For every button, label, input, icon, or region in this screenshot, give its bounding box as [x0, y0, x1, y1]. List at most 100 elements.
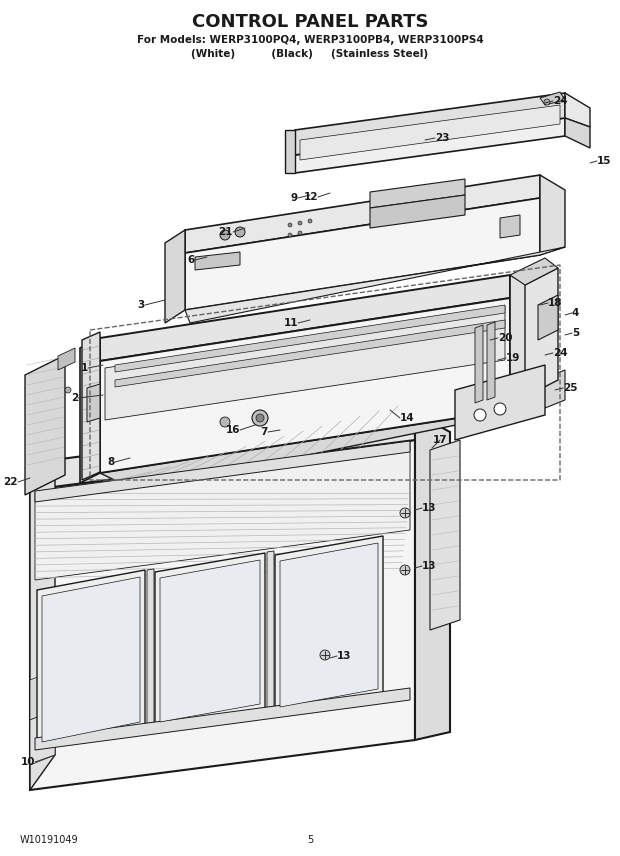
Polygon shape	[475, 325, 483, 403]
Text: 18: 18	[548, 298, 562, 308]
Polygon shape	[285, 130, 295, 173]
Polygon shape	[538, 295, 558, 340]
Text: CONTROL PANEL PARTS: CONTROL PANEL PARTS	[192, 13, 428, 31]
Polygon shape	[415, 413, 450, 740]
Text: 15: 15	[597, 156, 611, 166]
Polygon shape	[160, 560, 260, 722]
Text: 24: 24	[553, 348, 568, 358]
Circle shape	[400, 508, 410, 518]
Text: 11: 11	[283, 318, 298, 328]
Circle shape	[65, 387, 71, 393]
Polygon shape	[195, 252, 240, 270]
Circle shape	[298, 221, 302, 225]
Polygon shape	[487, 322, 495, 400]
Circle shape	[220, 417, 230, 427]
Circle shape	[256, 414, 264, 422]
Text: 8: 8	[108, 457, 115, 467]
Circle shape	[235, 227, 245, 237]
Polygon shape	[430, 440, 460, 630]
Polygon shape	[35, 441, 410, 502]
Polygon shape	[525, 268, 558, 397]
Circle shape	[288, 223, 292, 227]
Text: For Models: WERP3100PQ4, WERP3100PB4, WERP3100PS4: For Models: WERP3100PQ4, WERP3100PB4, WE…	[136, 35, 484, 45]
Circle shape	[252, 410, 268, 426]
Polygon shape	[510, 275, 545, 410]
Polygon shape	[300, 105, 560, 160]
Text: 22: 22	[4, 477, 18, 487]
Polygon shape	[275, 536, 383, 713]
Text: 25: 25	[563, 383, 577, 393]
Text: 13: 13	[422, 503, 436, 513]
Text: 20: 20	[498, 333, 513, 343]
Polygon shape	[30, 413, 415, 490]
Circle shape	[220, 230, 230, 240]
Text: 13: 13	[337, 651, 352, 661]
Polygon shape	[540, 92, 565, 105]
Circle shape	[320, 650, 330, 660]
Polygon shape	[295, 93, 565, 155]
Text: (White)          (Black)     (Stainless Steel): (White) (Black) (Stainless Steel)	[192, 49, 428, 59]
Circle shape	[400, 565, 410, 575]
Text: 16: 16	[226, 425, 240, 435]
Text: 12: 12	[304, 192, 318, 202]
Text: 7: 7	[260, 427, 268, 437]
Text: 6: 6	[188, 255, 195, 265]
Text: 14: 14	[400, 413, 415, 423]
Polygon shape	[105, 306, 505, 420]
Text: 3: 3	[138, 300, 145, 310]
Text: 21: 21	[218, 227, 233, 237]
Polygon shape	[500, 215, 520, 238]
Polygon shape	[155, 553, 265, 729]
Polygon shape	[295, 118, 565, 173]
Text: 5: 5	[572, 328, 579, 338]
Circle shape	[298, 231, 302, 235]
Text: W10191049: W10191049	[20, 835, 79, 845]
Polygon shape	[25, 355, 65, 495]
Polygon shape	[30, 452, 55, 790]
Polygon shape	[147, 569, 154, 730]
Polygon shape	[185, 247, 565, 323]
Text: 13: 13	[422, 561, 436, 571]
Polygon shape	[115, 305, 505, 372]
Circle shape	[308, 219, 312, 223]
Text: 2: 2	[71, 393, 78, 403]
Polygon shape	[510, 258, 558, 285]
Polygon shape	[280, 543, 378, 707]
Circle shape	[494, 403, 506, 415]
Text: 1: 1	[81, 363, 88, 373]
Text: 24: 24	[553, 96, 568, 106]
Polygon shape	[370, 179, 465, 208]
Polygon shape	[100, 275, 510, 361]
Polygon shape	[37, 570, 145, 748]
Polygon shape	[30, 440, 415, 790]
Polygon shape	[565, 93, 590, 127]
Polygon shape	[80, 338, 100, 483]
Polygon shape	[455, 365, 545, 440]
Polygon shape	[165, 230, 185, 323]
Text: 9: 9	[291, 193, 298, 203]
Polygon shape	[35, 688, 410, 750]
Polygon shape	[565, 118, 590, 148]
Polygon shape	[42, 577, 140, 742]
Text: 4: 4	[572, 308, 579, 318]
Text: 19: 19	[506, 353, 520, 363]
Polygon shape	[58, 348, 75, 370]
Circle shape	[288, 233, 292, 237]
Circle shape	[474, 409, 486, 421]
Text: 17: 17	[433, 435, 447, 445]
Polygon shape	[30, 710, 55, 765]
Polygon shape	[540, 175, 565, 255]
Text: 5: 5	[307, 835, 313, 845]
Polygon shape	[87, 384, 100, 422]
Polygon shape	[30, 670, 55, 720]
Polygon shape	[35, 442, 410, 580]
Polygon shape	[370, 195, 465, 228]
Circle shape	[544, 99, 550, 105]
Polygon shape	[82, 332, 100, 480]
Polygon shape	[100, 407, 545, 490]
Polygon shape	[100, 298, 510, 473]
Polygon shape	[267, 551, 274, 712]
Polygon shape	[540, 370, 565, 410]
Text: 23: 23	[435, 133, 449, 143]
Polygon shape	[115, 320, 505, 387]
